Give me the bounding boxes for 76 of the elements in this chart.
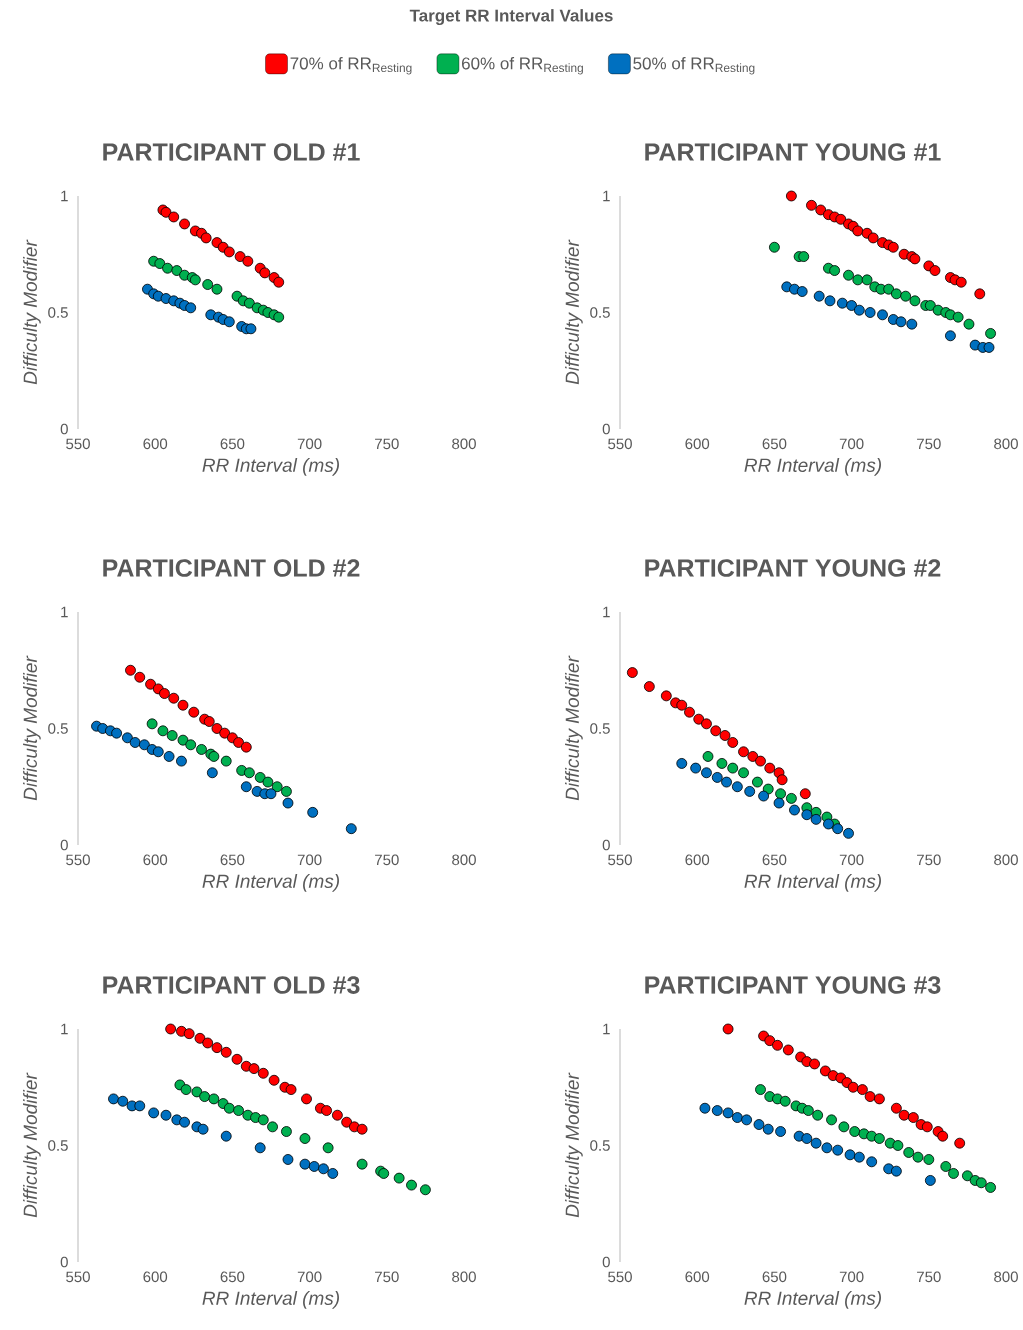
x-tick-label: 800	[994, 854, 1018, 866]
x-tick-label: 550	[66, 438, 90, 450]
legend-label: 50% of RR$_{Resting}$	[633, 56, 755, 75]
y-tick-label: 1	[603, 606, 610, 618]
x-tick-label: 600	[685, 438, 710, 450]
y-axis-title: Difficulty Modifier	[565, 655, 583, 801]
x-axis-title: RR Interval (ms)	[744, 1291, 881, 1309]
y-tick-label: 0	[60, 1256, 68, 1268]
x-tick-label: 700	[839, 854, 864, 866]
y-tick-label: 0.5	[48, 723, 68, 734]
y-tick-label: 1	[61, 1023, 68, 1035]
chart-title: PARTICIPANT OLD #1	[103, 143, 360, 161]
x-tick-label: 550	[66, 1271, 90, 1283]
x-tick-label: 750	[917, 854, 941, 866]
y-tick-label: 0	[60, 839, 68, 851]
chart-title: PARTICIPANT OLD #3	[103, 976, 360, 994]
x-tick-label: 600	[685, 854, 710, 866]
y-tick-label: 0.5	[48, 1140, 68, 1151]
y-axis-title: Difficulty Modifier	[565, 1072, 583, 1218]
x-tick-label: 650	[762, 438, 787, 450]
x-tick-label: 650	[220, 854, 245, 866]
y-tick-label: 0.5	[590, 307, 610, 318]
legend-label: 60% of RR$_{Resting}$	[462, 56, 583, 75]
x-tick-label: 750	[375, 854, 399, 866]
x-tick-label: 750	[375, 438, 399, 450]
x-tick-label: 600	[685, 1271, 710, 1283]
x-axis-title: RR Interval (ms)	[744, 458, 881, 476]
y-tick-label: 1	[603, 1023, 610, 1035]
x-tick-label: 800	[452, 438, 476, 450]
chart-title: PARTICIPANT YOUNG #3	[645, 976, 941, 994]
y-tick-label: 1	[61, 606, 68, 618]
y-axis-title: Difficulty Modifier	[565, 239, 583, 385]
x-tick-label: 800	[994, 1271, 1018, 1283]
y-tick-label: 0	[602, 839, 610, 851]
x-axis-title: RR Interval (ms)	[202, 1291, 339, 1309]
x-tick-label: 600	[143, 438, 168, 450]
x-tick-label: 750	[917, 438, 941, 450]
x-tick-label: 550	[66, 854, 90, 866]
y-axis-title: Difficulty Modifier	[23, 239, 41, 385]
x-tick-label: 550	[608, 854, 632, 866]
y-axis-title: Difficulty Modifier	[23, 1072, 41, 1218]
legend-label: 70% of RR$_{Resting}$	[290, 56, 412, 75]
chart-title: PARTICIPANT OLD #2	[103, 559, 360, 577]
x-tick-label: 700	[297, 854, 322, 866]
y-tick-label: 1	[603, 190, 610, 202]
y-tick-label: 0	[602, 1256, 610, 1268]
x-tick-label: 650	[762, 854, 787, 866]
x-tick-label: 700	[297, 1271, 322, 1283]
x-tick-label: 650	[220, 438, 245, 450]
x-tick-label: 750	[375, 1271, 399, 1283]
legend-title: Target RR Interval Values	[409, 9, 613, 26]
y-tick-label: 1	[61, 190, 68, 202]
x-tick-label: 750	[917, 1271, 941, 1283]
x-tick-label: 650	[762, 1271, 787, 1283]
x-tick-label: 700	[839, 438, 864, 450]
x-tick-label: 800	[994, 438, 1018, 450]
x-tick-label: 700	[839, 1271, 864, 1283]
x-tick-label: 650	[220, 1271, 245, 1283]
chart-title: PARTICIPANT YOUNG #2	[645, 559, 941, 577]
x-tick-label: 600	[143, 1271, 168, 1283]
x-tick-label: 550	[608, 1271, 632, 1283]
x-tick-label: 700	[297, 438, 322, 450]
y-tick-label: 0	[60, 423, 68, 435]
x-tick-label: 600	[143, 854, 168, 866]
y-tick-label: 0	[602, 423, 610, 435]
chart-title: PARTICIPANT YOUNG #1	[645, 143, 941, 161]
x-tick-label: 550	[608, 438, 632, 450]
x-axis-title: RR Interval (ms)	[202, 458, 339, 476]
y-tick-label: 0.5	[48, 307, 68, 318]
y-axis-title: Difficulty Modifier	[23, 655, 41, 801]
x-axis-title: RR Interval (ms)	[744, 874, 881, 892]
y-tick-label: 0.5	[590, 723, 610, 734]
x-tick-label: 800	[452, 854, 476, 866]
x-axis-title: RR Interval (ms)	[202, 874, 339, 892]
y-tick-label: 0.5	[590, 1140, 610, 1151]
x-tick-label: 800	[452, 1271, 476, 1283]
